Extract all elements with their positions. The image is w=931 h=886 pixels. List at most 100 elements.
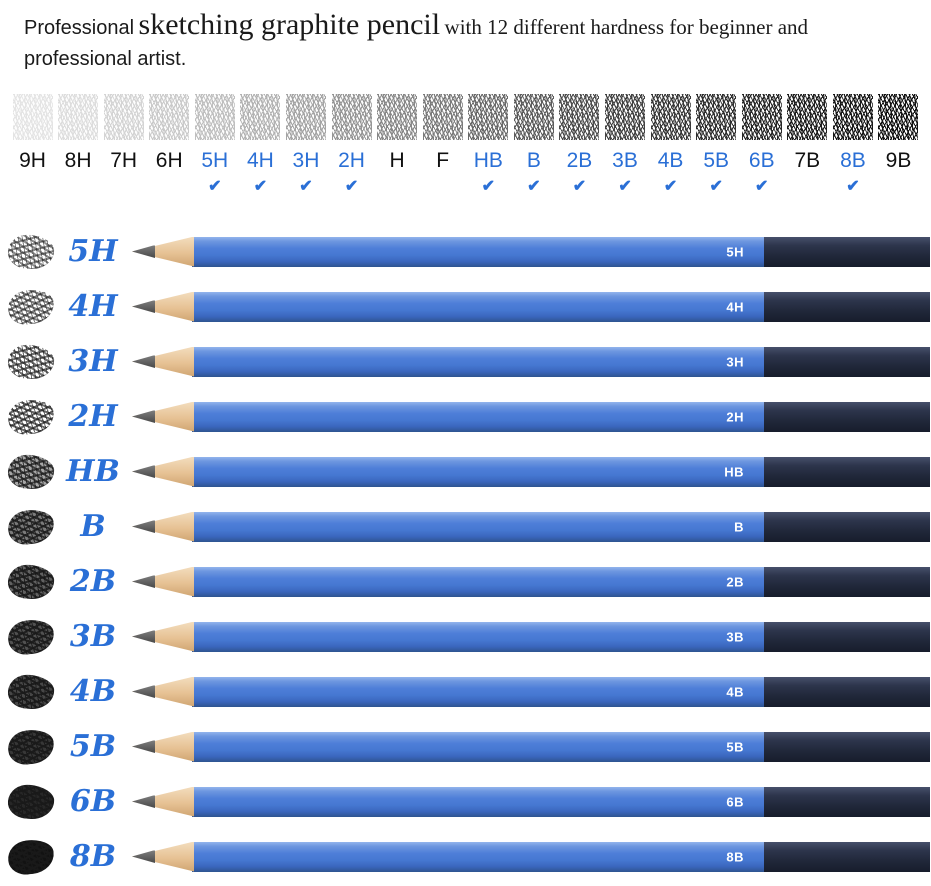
grade-label: 5B <box>703 149 730 172</box>
shade-swatch <box>12 94 53 140</box>
graphite-hatch-texture <box>331 94 372 140</box>
grade-label-handwritten: 4H <box>68 289 118 324</box>
hardness-grade: 3H ✔ <box>285 94 326 196</box>
grade-label: 9H <box>19 149 46 172</box>
scribble-swatch <box>6 506 56 547</box>
shade-swatch <box>741 94 782 140</box>
grade-label-handwritten: 4B <box>69 674 117 709</box>
graphite-lead-tip <box>132 245 155 258</box>
graphite-hatch-texture <box>58 94 99 140</box>
shade-swatch <box>787 94 828 140</box>
graphite-hatch-texture <box>605 94 646 140</box>
pencil: 4B <box>132 676 930 707</box>
hardness-grade: 5H ✔ <box>194 94 235 196</box>
barrel-grade-label: 5H <box>726 244 744 259</box>
pencil-end-cap <box>764 731 930 762</box>
pencil-barrel: 4B <box>192 676 764 707</box>
grade-label: H <box>389 149 405 172</box>
pencil-end-cap <box>764 456 930 487</box>
scribble-swatch <box>6 232 56 271</box>
grade-label-handwritten: 2B <box>69 564 117 599</box>
graphite-lead-tip <box>132 465 155 478</box>
grade-label-handwritten: 3B <box>69 619 117 654</box>
barrel-grade-label: 2B <box>726 574 744 589</box>
grade-label-handwritten: 5B <box>69 729 117 764</box>
check-icon: ✔ <box>481 178 495 195</box>
pencil-end-cap <box>764 401 930 432</box>
pencil: 8B <box>132 841 930 872</box>
hardness-grade: 7H ✔ <box>103 94 144 196</box>
hardness-grade: 9B ✔ <box>878 94 919 196</box>
scribble-swatch <box>6 286 56 327</box>
scribble-swatch <box>6 342 56 381</box>
graphite-hatch-texture <box>468 94 509 140</box>
shade-swatch <box>513 94 554 140</box>
check-icon: ✔ <box>208 178 222 195</box>
grade-label: 4H <box>246 149 274 172</box>
pencil-end-cap <box>764 841 930 872</box>
pencil-row: HB HB <box>0 444 931 499</box>
title-line2: professional artist. <box>24 48 187 70</box>
scribble-swatch <box>6 562 56 601</box>
pencil: 2H <box>132 401 930 432</box>
grade-label: 5H <box>201 149 229 172</box>
hardness-scale: 9H ✔ 8H ✔ 7H ✔ 6H ✔ 5H ✔ 4H ✔ 3H <box>0 94 931 196</box>
barrel-grade-label: 6B <box>726 794 744 809</box>
pencil: 6B <box>132 786 930 817</box>
graphite-lead-tip <box>132 575 155 588</box>
pencil-row: 3B 3B <box>0 609 931 664</box>
pencil: 5B <box>132 731 930 762</box>
barrel-grade-label: 4B <box>726 684 744 699</box>
pencil-barrel: 2H <box>192 401 764 432</box>
barrel-grade-label: 4H <box>726 299 744 314</box>
pencil: 3H <box>132 346 930 377</box>
graphite-hatch-texture <box>285 94 326 140</box>
scribble-swatch <box>6 836 56 877</box>
pencil-row: 8B 8B <box>0 829 931 884</box>
grade-label: F <box>436 149 450 172</box>
hardness-grade: 5B ✔ <box>696 94 737 196</box>
hardness-grade: HB ✔ <box>468 94 509 196</box>
hardness-grade: 2B ✔ <box>559 94 600 196</box>
scribble-swatch <box>6 616 56 657</box>
grade-label: 4B <box>657 149 684 172</box>
grade-label: 2H <box>338 149 365 172</box>
graphite-hatch-texture <box>194 94 235 140</box>
title-prefix: Professional <box>24 17 135 39</box>
graphite-hatch-texture <box>240 94 281 140</box>
shade-swatch <box>650 94 691 140</box>
pencil-barrel: 6B <box>192 786 764 817</box>
pencil-barrel: 2B <box>192 566 764 597</box>
graphite-hatch-texture <box>832 94 873 140</box>
grade-label-handwritten: 3H <box>68 344 118 379</box>
grade-label: 8H <box>64 149 92 172</box>
graphite-lead-tip <box>132 850 155 863</box>
check-icon: ✔ <box>709 178 723 195</box>
graphite-hatch-texture <box>422 94 463 140</box>
pencil-barrel: 5B <box>192 731 764 762</box>
pencil-row: 4H 4H <box>0 279 931 334</box>
graphite-hatch-texture <box>513 94 554 140</box>
graphite-hatch-texture <box>103 94 144 140</box>
hardness-grade: 6B ✔ <box>741 94 782 196</box>
check-icon: ✔ <box>846 178 860 195</box>
shade-swatch <box>559 94 600 140</box>
pencil-barrel: 3B <box>192 621 764 652</box>
pencil-row: 3H 3H <box>0 334 931 389</box>
hardness-grade: H ✔ <box>377 94 418 196</box>
check-icon: ✔ <box>572 178 587 195</box>
grade-label: 9B <box>885 149 912 172</box>
grade-label-handwritten: HB <box>66 454 120 489</box>
pencil-barrel: 8B <box>192 841 764 872</box>
hardness-grade: 8H ✔ <box>58 94 99 196</box>
pencil-end-cap <box>764 346 930 377</box>
hardness-grade: 6H ✔ <box>149 94 190 196</box>
shade-swatch <box>605 94 646 140</box>
pencil: 4H <box>132 291 930 322</box>
hardness-grade: 4H ✔ <box>240 94 281 196</box>
pencil-row: 5B 5B <box>0 719 931 774</box>
graphite-lead-tip <box>132 520 155 533</box>
title-suffix: with 12 different hardness for beginner … <box>444 15 809 39</box>
grade-label: HB <box>473 149 503 172</box>
pencil-end-cap <box>764 621 930 652</box>
